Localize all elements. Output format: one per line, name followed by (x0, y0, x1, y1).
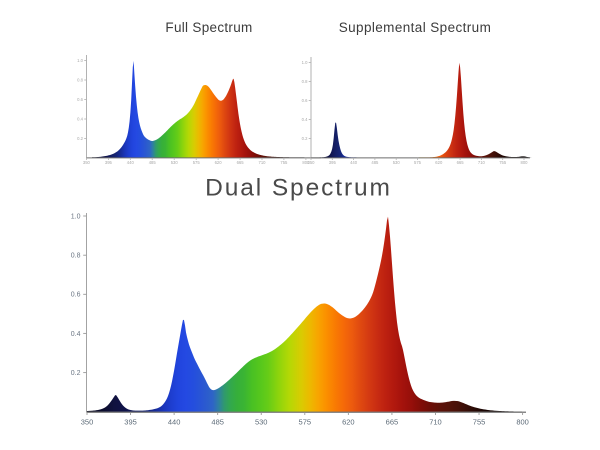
svg-text:0.6: 0.6 (302, 98, 308, 103)
svg-text:0.6: 0.6 (71, 292, 81, 299)
svg-text:0.4: 0.4 (71, 331, 81, 338)
svg-text:395: 395 (124, 418, 137, 427)
svg-text:485: 485 (149, 160, 157, 165)
svg-text:0.8: 0.8 (77, 78, 83, 83)
svg-text:710: 710 (478, 160, 486, 165)
svg-text:485: 485 (371, 160, 379, 165)
svg-text:665: 665 (457, 160, 465, 165)
svg-text:0.8: 0.8 (302, 79, 308, 84)
svg-text:800: 800 (516, 418, 529, 427)
svg-text:350: 350 (81, 418, 94, 427)
svg-text:Dual Spectrum: Dual Spectrum (205, 175, 392, 202)
svg-text:800: 800 (302, 160, 310, 165)
svg-text:350: 350 (83, 160, 91, 165)
svg-text:575: 575 (414, 160, 422, 165)
svg-text:800: 800 (521, 160, 529, 165)
svg-text:395: 395 (329, 160, 337, 165)
svg-text:1.0: 1.0 (71, 213, 81, 220)
svg-text:530: 530 (393, 160, 401, 165)
svg-text:0.6: 0.6 (77, 97, 83, 102)
svg-text:530: 530 (255, 418, 268, 427)
svg-text:0.2: 0.2 (77, 136, 83, 141)
svg-text:0.2: 0.2 (302, 136, 308, 141)
svg-text:350: 350 (308, 160, 316, 165)
svg-text:575: 575 (299, 418, 312, 427)
svg-text:440: 440 (350, 160, 358, 165)
svg-text:0.2: 0.2 (71, 370, 81, 377)
svg-text:395: 395 (105, 160, 113, 165)
svg-text:530: 530 (171, 160, 179, 165)
svg-text:755: 755 (280, 160, 288, 165)
svg-text:0.4: 0.4 (77, 117, 83, 122)
svg-text:665: 665 (237, 160, 245, 165)
svg-text:755: 755 (473, 418, 486, 427)
svg-text:1.0: 1.0 (77, 58, 83, 63)
svg-text:755: 755 (499, 160, 507, 165)
svg-text:Full Spectrum: Full Spectrum (165, 20, 252, 35)
svg-text:710: 710 (429, 418, 442, 427)
svg-text:620: 620 (342, 418, 355, 427)
svg-text:575: 575 (193, 160, 201, 165)
svg-text:440: 440 (168, 418, 181, 427)
svg-text:665: 665 (386, 418, 399, 427)
svg-text:0.4: 0.4 (302, 117, 308, 122)
svg-text:485: 485 (211, 418, 224, 427)
svg-text:620: 620 (435, 160, 443, 165)
svg-text:440: 440 (127, 160, 135, 165)
svg-text:Supplemental Spectrum: Supplemental Spectrum (339, 20, 491, 35)
svg-text:0.8: 0.8 (71, 253, 81, 260)
svg-text:710: 710 (259, 160, 267, 165)
svg-text:620: 620 (215, 160, 223, 165)
svg-text:1.0: 1.0 (302, 60, 308, 65)
